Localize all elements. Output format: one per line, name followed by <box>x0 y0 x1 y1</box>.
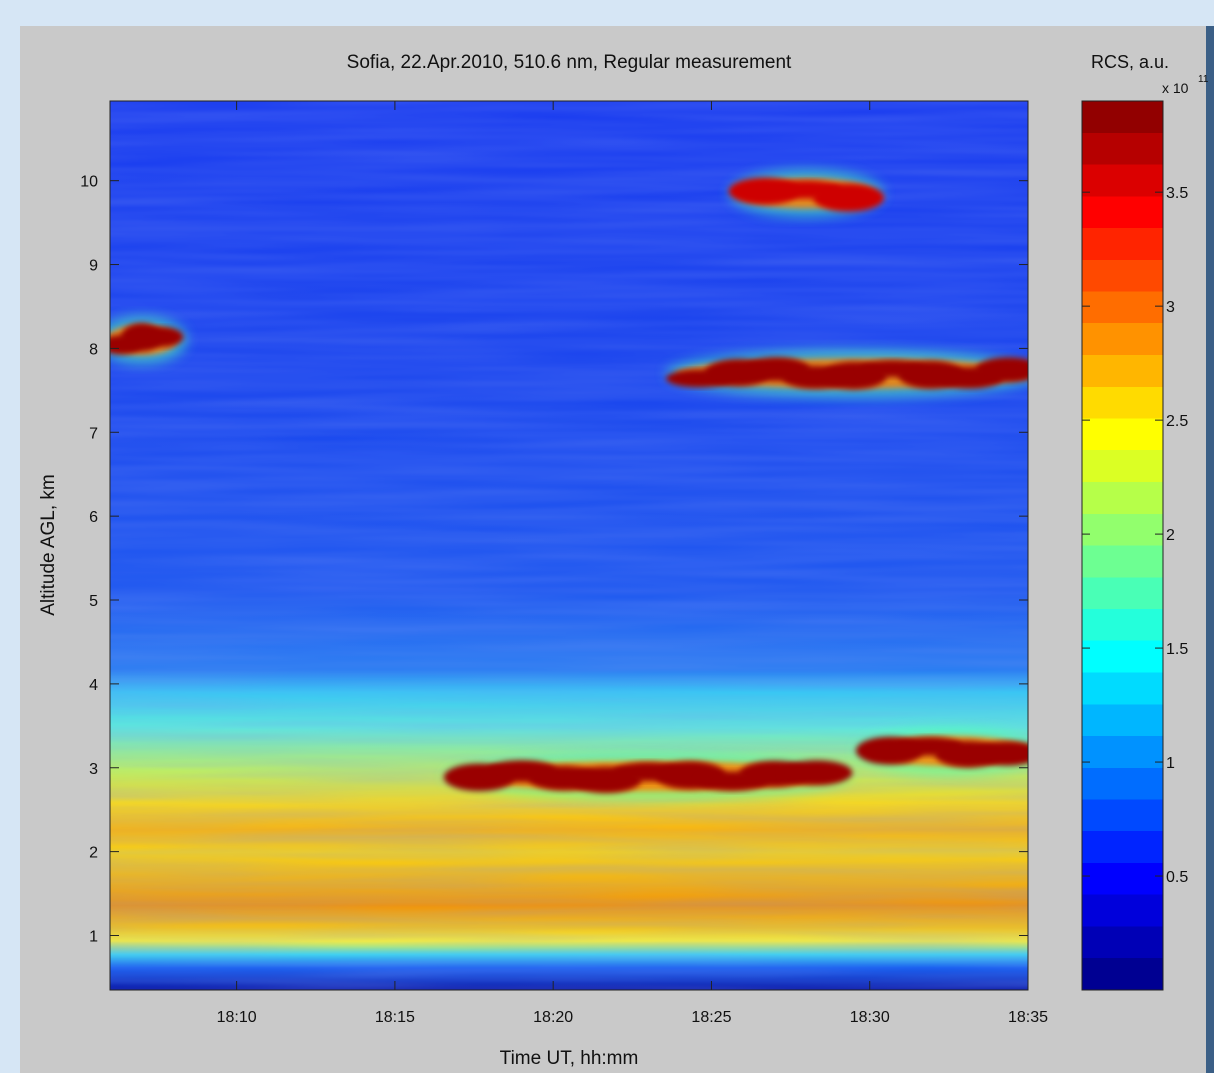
cloud-features <box>110 169 1028 801</box>
cloud-core <box>141 327 184 347</box>
cloud-feature <box>443 752 853 801</box>
y-axis: 1 2 3 4 5 6 7 8 9 10 <box>80 174 1028 945</box>
x-tick-label: 18:15 <box>375 1009 415 1026</box>
colorbar-label: RCS, a.u. <box>1091 52 1169 72</box>
cloud-feature <box>855 726 1028 775</box>
colorbar-tick-label: 3.5 <box>1166 185 1188 202</box>
cloud-core <box>781 760 853 786</box>
colorbar-tick-label: 2 <box>1166 527 1175 544</box>
y-tick-label: 5 <box>89 593 98 610</box>
cloud-core <box>813 183 885 212</box>
window-edge <box>1206 26 1214 1073</box>
colorbar-tick-label: 0.5 <box>1166 869 1188 886</box>
y-tick-label: 7 <box>89 425 98 442</box>
y-tick-label: 10 <box>80 174 98 191</box>
y-tick-label: 6 <box>89 509 98 526</box>
chart-title: Sofia, 22.Apr.2010, 510.6 nm, Regular me… <box>347 52 792 73</box>
plot-frame <box>109 100 1029 991</box>
cloud-feature <box>665 349 1028 398</box>
cloud-feature <box>728 169 885 218</box>
x-axis: 18:10 18:15 18:20 18:25 18:30 18:35 <box>217 101 1048 1026</box>
y-axis-label: Altitude AGL, km <box>38 474 59 616</box>
heatmap-texture <box>110 101 1028 990</box>
y-tick-label: 4 <box>89 677 98 694</box>
colorbar-tick-label: 3 <box>1166 299 1175 316</box>
cloud-core <box>975 357 1028 383</box>
colorbar-tick-label: 1.5 <box>1166 641 1188 658</box>
x-tick-label: 18:25 <box>691 1009 731 1026</box>
y-tick-label: 9 <box>89 258 98 275</box>
heatmap-field <box>110 101 1028 990</box>
x-tick-label: 18:35 <box>1008 1009 1048 1026</box>
x-tick-label: 18:30 <box>850 1009 890 1026</box>
cloud-feature <box>110 316 188 365</box>
colorbar: RCS, a.u. x 10 11 0.5 1 1.5 2 2.5 3 3.5 <box>1081 52 1209 991</box>
colorbar-ticks: 0.5 1 1.5 2 2.5 3 3.5 <box>1082 185 1188 886</box>
colorbar-scale <box>1082 101 1163 990</box>
cloud-core <box>974 741 1028 766</box>
x-tick-label: 18:20 <box>533 1009 573 1026</box>
y-tick-label: 2 <box>89 845 98 862</box>
colorbar-exponent-power: 11 <box>1198 74 1209 85</box>
y-tick-label: 1 <box>89 928 98 945</box>
y-tick-label: 3 <box>89 761 98 778</box>
x-tick-label: 18:10 <box>217 1009 257 1026</box>
x-axis-label: Time UT, hh:mm <box>500 1048 639 1069</box>
colorbar-frame <box>1081 100 1164 991</box>
colorbar-exponent-base: x 10 <box>1162 80 1189 96</box>
colorbar-tick-label: 1 <box>1166 755 1175 772</box>
colorbar-tick-label: 2.5 <box>1166 413 1188 430</box>
y-tick-label: 8 <box>89 341 98 358</box>
